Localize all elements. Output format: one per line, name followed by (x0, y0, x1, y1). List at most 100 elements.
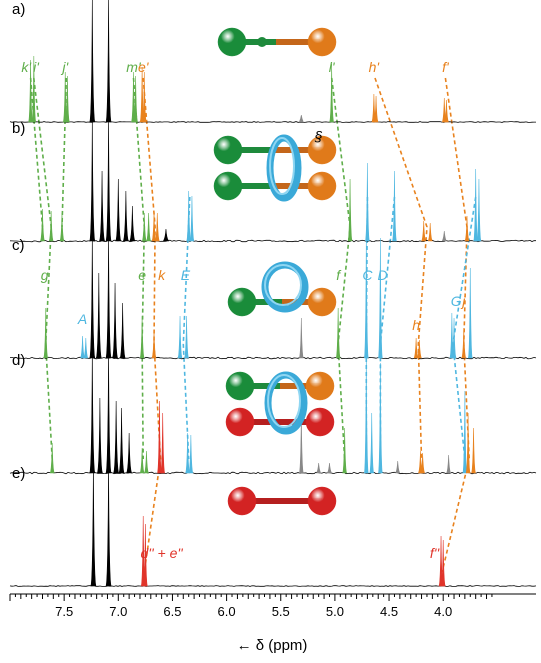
molecule-b (213, 134, 337, 202)
x-tick-label: 4.5 (380, 604, 398, 619)
peak (373, 95, 379, 123)
green-stopper (213, 171, 243, 201)
x-tick-label: 5.0 (326, 604, 344, 619)
x-tick-label: 7.5 (55, 604, 73, 619)
peak (118, 407, 125, 474)
peak (440, 539, 446, 587)
red-stopper (307, 486, 337, 516)
peak (98, 170, 106, 242)
peak (90, 459, 97, 587)
peak (188, 434, 194, 474)
axle-bead (257, 37, 267, 47)
peak (141, 212, 147, 242)
peak (391, 170, 397, 242)
correlation-line (330, 77, 351, 460)
peak-annotation: f' (442, 59, 450, 75)
peak (443, 99, 449, 123)
baseline (9, 121, 536, 123)
axle (232, 39, 276, 45)
peak (464, 215, 470, 242)
peak (347, 178, 353, 242)
peak (185, 432, 191, 474)
x-axis: 7.5 7.0 6.5 6.0 5.5 5.0 4.5 4.0 ← δ (ppm) (9, 593, 536, 654)
red-stopper (305, 407, 335, 437)
peak (160, 412, 166, 474)
peak (156, 400, 162, 474)
peak (89, 346, 96, 474)
red-stopper (227, 486, 257, 516)
ring-highlight (269, 137, 295, 195)
orange-stopper (305, 371, 335, 401)
x-tick-label: 5.5 (272, 604, 290, 619)
peak (363, 231, 369, 359)
correlation-line (33, 77, 53, 460)
peak (151, 329, 157, 359)
peak (111, 282, 119, 359)
molecule-d (225, 371, 335, 437)
peak-annotation: l' (329, 59, 336, 75)
peak (48, 210, 54, 242)
peak (95, 272, 102, 359)
axle (240, 419, 280, 425)
peak (139, 315, 145, 359)
peak (395, 460, 401, 474)
spectrum-panel-1 (9, 0, 536, 123)
x-tick-label: 7.0 (109, 604, 127, 619)
peak-annotation: E (181, 267, 191, 283)
peak-annotation: § (314, 128, 323, 144)
peak (49, 442, 55, 474)
peak (154, 212, 160, 242)
peak (143, 450, 149, 474)
peak (420, 452, 426, 474)
peak (122, 190, 130, 242)
x-tick-label: 6.0 (218, 604, 236, 619)
orange-stopper (307, 287, 337, 317)
x-tick-label: 6.5 (163, 604, 181, 619)
peak-annotation: A (77, 311, 87, 327)
peak (162, 228, 170, 242)
peak (89, 0, 96, 123)
peak-annotation: k' (21, 59, 32, 75)
axle (228, 183, 275, 189)
peak (316, 462, 322, 474)
spectra (9, 0, 537, 587)
peak (89, 231, 96, 359)
peak (96, 397, 104, 474)
ring-highlight (264, 264, 302, 306)
peak (59, 212, 65, 242)
peak (377, 237, 383, 359)
peak (413, 337, 419, 359)
peak (416, 339, 422, 359)
peak-annotation: g (41, 267, 49, 283)
panel-label: c) (12, 237, 25, 254)
peak (467, 267, 473, 359)
peak (43, 307, 49, 359)
peak (83, 337, 89, 359)
peak-annotation: f'' (430, 545, 441, 561)
peak-annotation: h (412, 317, 420, 333)
peak (112, 400, 120, 474)
axle (282, 498, 322, 504)
peak (461, 327, 467, 359)
peak (129, 205, 136, 242)
peak (476, 178, 482, 242)
peak-annotation: k (158, 267, 166, 283)
peak (119, 302, 126, 359)
correlation-line (379, 196, 396, 459)
green-stopper (227, 287, 257, 317)
peak (142, 523, 148, 587)
peak (189, 195, 195, 242)
peak (364, 162, 370, 242)
peak (329, 63, 335, 123)
x-tick-label: 4.0 (434, 604, 452, 619)
baseline (9, 585, 537, 587)
orange-stopper (307, 135, 337, 165)
peak-annotation: d'' + e'' (141, 545, 185, 561)
peak-annotation: e (138, 267, 146, 283)
axle (276, 39, 320, 45)
peak-annotation: G (451, 293, 462, 309)
panel-label: a) (12, 1, 25, 18)
peak (40, 208, 45, 242)
